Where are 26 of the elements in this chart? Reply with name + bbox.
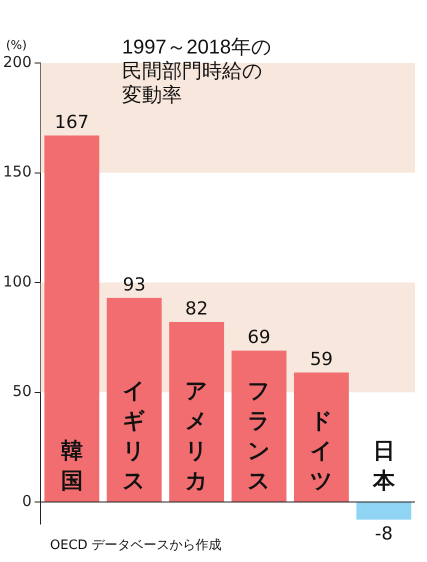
data-label: 93 (122, 274, 146, 296)
x-tick-label: 日本 (372, 438, 396, 494)
x-tick-label: アメリカ (185, 378, 208, 494)
bar (294, 372, 349, 502)
x-tick-label: 韓国 (60, 438, 83, 494)
data-label: -8 (374, 523, 393, 544)
bar (44, 135, 100, 502)
data-label: 82 (185, 298, 208, 320)
x-tick-label: フランス (248, 378, 271, 494)
y-tick-label: 0 (22, 492, 32, 510)
x-tick-label: イギリス (122, 378, 146, 494)
x-tick-label: ドイツ (310, 408, 333, 494)
bar (232, 350, 286, 502)
y-tick-label: 100 (2, 272, 32, 290)
chart-title: 1997～2018年の民間部門時給の変動率 (122, 36, 271, 107)
data-label: 167 (54, 112, 90, 134)
bar (169, 322, 224, 502)
y-tick-label: 200 (2, 52, 32, 71)
y-tick-label: 50 (12, 382, 32, 400)
y-axis-title: (%) (6, 38, 27, 52)
data-label: 69 (248, 327, 270, 348)
bar (106, 298, 162, 502)
bar (356, 502, 412, 520)
text: OECD データベースから作成 (50, 538, 222, 553)
y-tick-label: 150 (2, 162, 32, 181)
data-label: 59 (310, 349, 333, 370)
